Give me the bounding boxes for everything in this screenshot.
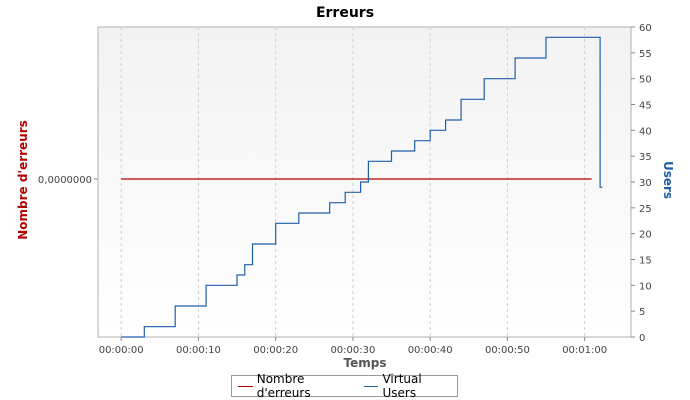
y-right-tick-label: 40 [639,126,652,137]
y-right-tick-label: 5 [639,307,645,318]
y-right-tick-label: 50 [639,75,652,86]
y-right-tick-label: 35 [639,152,652,163]
y-right-tick-label: 60 [639,23,652,34]
x-axis-label: Temps [344,356,387,370]
axes: 00:00:00 00:00:10 00:00:20 00:00:30 00:00:40… [38,23,652,356]
y-left-tick-label: 0,0000000 [38,175,92,186]
grid-lines [120,27,586,337]
x-tick-label: 00:00:50 [485,345,530,356]
x-tick-label: 00:00:40 [408,345,453,356]
chart-title: Erreurs [316,5,374,21]
y-right-tick-label: 45 [639,101,652,112]
x-tick-label: 00:00:20 [253,345,298,356]
y-right-tick-label: 20 [639,230,652,241]
x-tick-label: 00:00:00 [99,345,144,356]
y-axis-left-label: Nombre d'erreurs [16,120,30,240]
y-right-tick-label: 55 [639,49,652,60]
legend-label-users: Virtual Users [382,372,422,400]
x-tick-label: 00:01:00 [562,345,607,356]
y-right-tick-label: 25 [639,204,652,215]
legend-swatch-errors [238,385,253,387]
y-right-tick-label: 15 [639,256,652,267]
x-tick-label: 00:00:10 [176,345,221,356]
y-right-tick-label: 10 [639,281,652,292]
y-right-tick-label: 30 [639,178,652,189]
legend: Nombre d'erreurs Virtual Users [231,372,458,400]
legend-item-errors: Nombre d'erreurs [238,372,354,400]
series-layer [121,36,603,338]
legend-label-errors: Nombre d'erreurs [256,372,311,400]
y-axis-right-label: Users [661,161,675,199]
x-tick-label: 00:00:30 [330,345,375,356]
series-line-virtual-users [121,36,603,338]
legend-item-users: Virtual Users [363,372,453,400]
legend-swatch-users [363,385,379,387]
y-right-tick-label: 0 [639,333,645,344]
